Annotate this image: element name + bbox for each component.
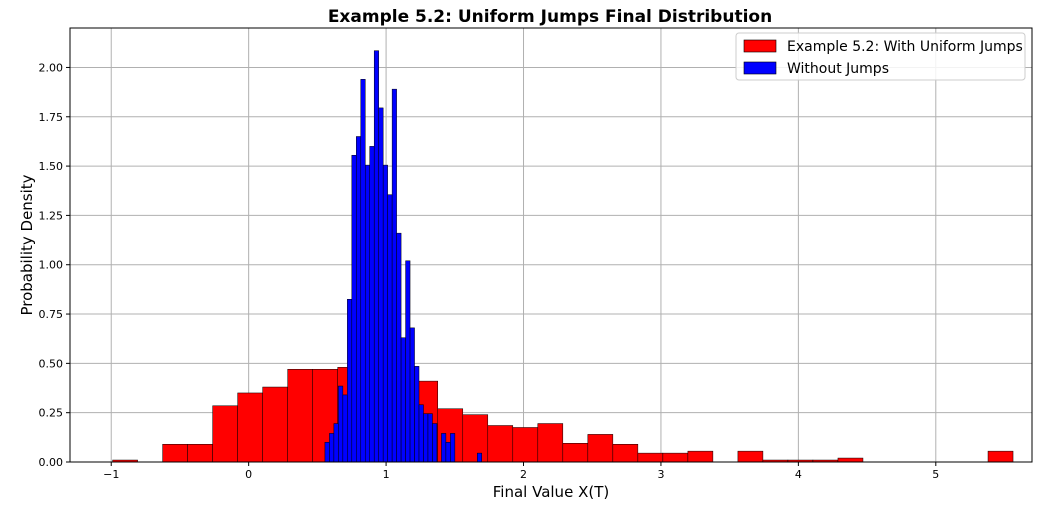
y-tick-label: 0.75 bbox=[39, 308, 64, 321]
series-with-uniform-jumps bbox=[112, 367, 1014, 463]
histogram-bar bbox=[450, 433, 456, 463]
histogram-bar bbox=[342, 394, 348, 463]
x-tick-label: 1 bbox=[383, 468, 390, 481]
histogram-bar bbox=[423, 413, 429, 463]
histogram-bar bbox=[537, 423, 564, 463]
histogram-bar bbox=[396, 232, 402, 463]
histogram-bar bbox=[512, 427, 539, 463]
x-tick-label: 0 bbox=[245, 468, 252, 481]
histogram-bar bbox=[356, 136, 362, 463]
histogram-bar bbox=[445, 442, 451, 463]
histogram-bar bbox=[418, 404, 424, 463]
y-axis-label: Probability Density bbox=[18, 174, 36, 315]
histogram-bar bbox=[329, 433, 335, 463]
histogram-bar bbox=[687, 450, 714, 463]
legend-label-without-jumps: Without Jumps bbox=[787, 61, 889, 77]
histogram-bar bbox=[612, 443, 639, 463]
chart-title: Example 5.2: Uniform Jumps Final Distrib… bbox=[328, 7, 772, 27]
grid bbox=[70, 28, 1032, 463]
histogram-bar bbox=[737, 450, 764, 463]
histogram-bar bbox=[365, 164, 370, 463]
y-tick-label: 1.25 bbox=[39, 209, 64, 222]
y-tick-label: 1.75 bbox=[39, 111, 64, 124]
histogram-bar bbox=[162, 443, 188, 463]
histogram-bar bbox=[562, 443, 589, 463]
histogram-bar bbox=[477, 452, 482, 463]
histogram-bar bbox=[400, 337, 406, 463]
x-tick-label: 2 bbox=[520, 468, 527, 481]
histogram-bar bbox=[462, 414, 489, 463]
x-tick-label: 3 bbox=[657, 468, 664, 481]
histogram-bar bbox=[837, 457, 864, 463]
histogram-bar bbox=[587, 434, 614, 463]
histogram-bar bbox=[333, 423, 339, 463]
histogram-bar bbox=[382, 164, 388, 463]
histogram-bar bbox=[360, 79, 366, 463]
y-tick-label: 0.25 bbox=[39, 407, 64, 420]
legend-swatch-without-jumps bbox=[743, 61, 777, 75]
histogram-bar bbox=[409, 327, 415, 463]
histogram-bar bbox=[487, 425, 514, 463]
x-tick-label: −1 bbox=[103, 468, 119, 481]
legend-label-with-jumps: Example 5.2: With Uniform Jumps bbox=[787, 39, 1023, 55]
histogram-bar bbox=[441, 433, 447, 463]
histogram-bar bbox=[187, 443, 213, 463]
plot-area bbox=[69, 27, 1033, 463]
histogram-bar bbox=[387, 194, 393, 463]
histogram-bar bbox=[373, 50, 379, 463]
histogram-bars bbox=[112, 50, 1014, 463]
histogram-bar bbox=[324, 442, 330, 463]
y-tick-label: 0.00 bbox=[39, 456, 64, 469]
histogram-bar bbox=[378, 107, 384, 463]
histogram-bar bbox=[637, 452, 664, 463]
series-without-jumps bbox=[324, 50, 482, 463]
histogram-bar bbox=[287, 369, 313, 463]
y-axis: 0.00 0.25 0.50 0.75 1.00 1.25 1.50 1.75 2.00 bbox=[39, 61, 70, 469]
histogram-bar bbox=[987, 450, 1014, 463]
histogram-bar bbox=[262, 386, 288, 463]
histogram-bar bbox=[427, 413, 433, 463]
legend-box bbox=[735, 32, 1026, 81]
histogram-bar bbox=[405, 260, 411, 463]
x-tick-label: 5 bbox=[932, 468, 939, 481]
histogram-bar bbox=[237, 392, 263, 463]
y-tick-label: 0.50 bbox=[39, 357, 64, 370]
histogram-bar bbox=[338, 385, 344, 463]
x-axis: −1 0 1 2 3 4 5 bbox=[103, 462, 939, 481]
y-tick-label: 2.00 bbox=[39, 61, 64, 74]
histogram-bar bbox=[414, 366, 420, 463]
histogram-bar bbox=[369, 146, 375, 463]
histogram-bar bbox=[432, 423, 438, 463]
histogram-bar bbox=[391, 88, 397, 463]
y-tick-label: 1.00 bbox=[39, 259, 64, 272]
x-axis-label: Final Value X(T) bbox=[493, 483, 609, 501]
histogram-bar bbox=[212, 405, 238, 463]
legend: Example 5.2: With Uniform Jumps Without … bbox=[735, 32, 1026, 81]
y-tick-label: 1.50 bbox=[39, 160, 64, 173]
x-tick-label: 4 bbox=[795, 468, 802, 481]
histogram-bar bbox=[662, 452, 689, 463]
histogram-bar bbox=[351, 154, 357, 463]
histogram-bar bbox=[347, 299, 353, 463]
legend-swatch-with-jumps bbox=[743, 39, 777, 53]
